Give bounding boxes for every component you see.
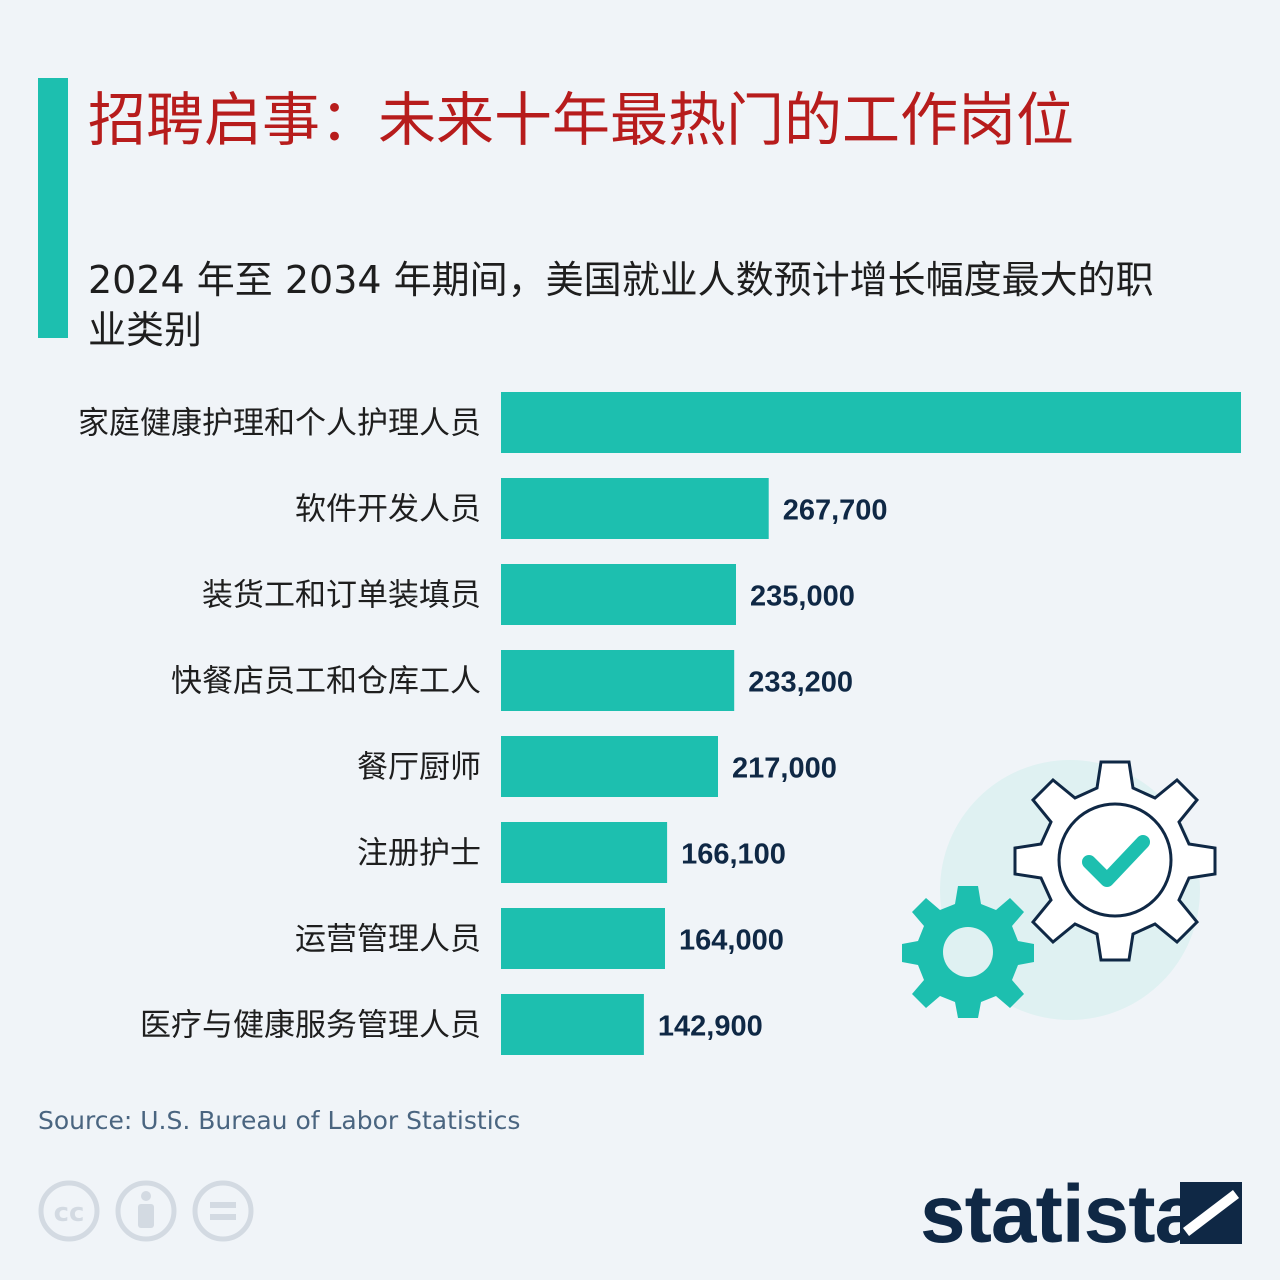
value-label: 166,100 <box>681 839 786 871</box>
bar-2 <box>501 478 769 539</box>
bar-4 <box>501 650 735 711</box>
value-label: 235,000 <box>750 581 855 613</box>
statista-logo-icon <box>1180 1182 1242 1244</box>
bar-5 <box>501 736 718 797</box>
category-label: 家庭健康护理和个人护理人员 <box>78 406 481 442</box>
category-label: 运营管理人员 <box>295 922 481 958</box>
bar-3 <box>501 564 736 625</box>
attribution-icon <box>115 1180 177 1242</box>
bar-8 <box>501 994 644 1055</box>
bar-7 <box>501 908 665 969</box>
gear-illustration <box>902 760 1217 1020</box>
license-icons: cc <box>38 1180 254 1242</box>
chart-title: 招聘启事：未来十年最热门的工作岗位 <box>88 86 1075 154</box>
accent-bar <box>38 78 68 338</box>
chart-subtitle: 2024 年至 2034 年期间，美国就业人数预计增长幅度最大的职业类别 <box>88 258 1154 352</box>
value-label: 142,900 <box>658 1011 763 1043</box>
category-label: 快餐店员工和仓库工人 <box>171 664 481 700</box>
value-label: 233,200 <box>748 667 853 699</box>
gear-check-icon <box>1013 760 1217 962</box>
bar-6 <box>501 822 668 883</box>
gear-small-icon <box>902 886 1034 1018</box>
category-label: 注册护士 <box>357 836 481 872</box>
bar-1 <box>501 392 1241 453</box>
value-label: 164,000 <box>679 925 784 957</box>
category-label: 医疗与健康服务管理人员 <box>140 1008 481 1044</box>
category-label: 软件开发人员 <box>295 492 481 528</box>
statista-brand: statista <box>920 1169 1200 1260</box>
source-note: Source: U.S. Bureau of Labor Statistics <box>38 1106 521 1135</box>
svg-text:cc: cc <box>54 1198 85 1228</box>
category-label: 装货工和订单装填员 <box>202 578 481 614</box>
value-label: 217,000 <box>732 753 837 785</box>
cc-icon: cc <box>38 1180 100 1242</box>
category-label: 餐厅厨师 <box>357 750 481 786</box>
value-label: 267,700 <box>783 495 888 527</box>
no-derivatives-icon <box>192 1180 254 1242</box>
